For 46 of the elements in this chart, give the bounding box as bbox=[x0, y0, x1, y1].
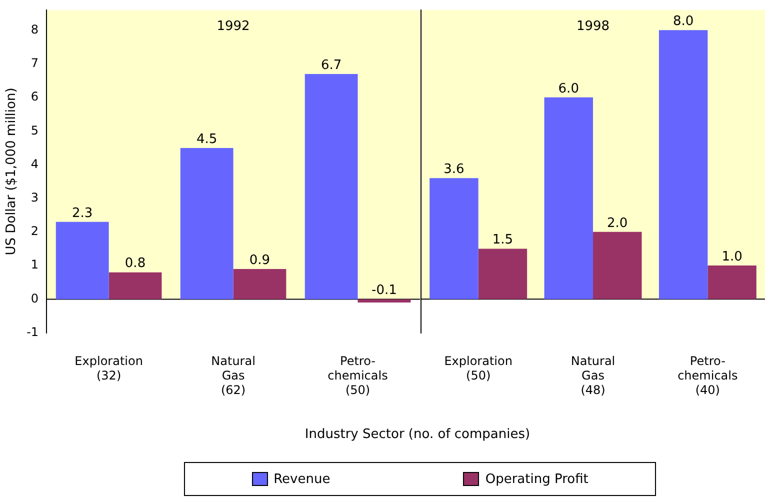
x-tick-label: Petro- chemicals (40) bbox=[678, 354, 738, 397]
data-label: 2.0 bbox=[607, 216, 628, 231]
y-tick-label: 6 bbox=[30, 90, 39, 104]
y-tick-label: 4 bbox=[30, 156, 39, 171]
x-axis-title: Industry Sector (no. of companies) bbox=[304, 427, 532, 442]
data-label: 1.5 bbox=[492, 232, 514, 248]
data-label: 2.3 bbox=[72, 206, 93, 221]
text: 1998 bbox=[576, 18, 610, 34]
y-tick-label: 8 bbox=[30, 22, 39, 36]
data-label: 0.9 bbox=[249, 252, 270, 268]
data-label: 6.0 bbox=[558, 81, 579, 96]
data-label: 8.0 bbox=[672, 14, 694, 30]
data-label: 3.6 bbox=[444, 162, 464, 177]
x-tick-label: Exploration (50) bbox=[444, 354, 512, 383]
data-label: 4.5 bbox=[196, 132, 218, 147]
bar bbox=[56, 222, 109, 300]
bar bbox=[430, 178, 478, 300]
bar bbox=[593, 232, 642, 300]
legend-label: Revenue bbox=[274, 472, 330, 486]
x-tick-label: Petro- chemicals (50) bbox=[328, 354, 388, 397]
text: 1992 bbox=[216, 19, 250, 34]
x-tick-label: Natural Gas (48) bbox=[570, 354, 616, 397]
data-label: 0.8 bbox=[124, 256, 146, 272]
legend-label: Operating Profit bbox=[485, 472, 588, 486]
bar bbox=[658, 30, 708, 300]
bar bbox=[108, 272, 162, 300]
data-label: 1.0 bbox=[722, 249, 742, 264]
y-tick-label: 5 bbox=[30, 123, 39, 138]
bar bbox=[233, 268, 286, 300]
x-tick-label: Exploration (32) bbox=[74, 354, 143, 383]
y-tick-label: 2 bbox=[30, 224, 39, 238]
bar bbox=[478, 248, 528, 300]
y-tick-label: -1 bbox=[26, 324, 39, 339]
bar bbox=[544, 97, 593, 300]
y-axis-title: US Dollar ($1,000 million) bbox=[4, 88, 20, 256]
data-label: 6.7 bbox=[320, 58, 342, 73]
y-tick-label: 0 bbox=[30, 291, 39, 306]
y-tick-label: 3 bbox=[30, 190, 39, 205]
data-label: -0.1 bbox=[372, 283, 397, 298]
y-tick-label: 7 bbox=[30, 56, 39, 70]
bar bbox=[358, 299, 411, 303]
y-tick-label: 1 bbox=[30, 258, 39, 272]
bar bbox=[708, 266, 756, 300]
bar bbox=[180, 148, 234, 300]
x-tick-label: Natural Gas (62) bbox=[211, 354, 256, 397]
bar bbox=[304, 74, 358, 300]
